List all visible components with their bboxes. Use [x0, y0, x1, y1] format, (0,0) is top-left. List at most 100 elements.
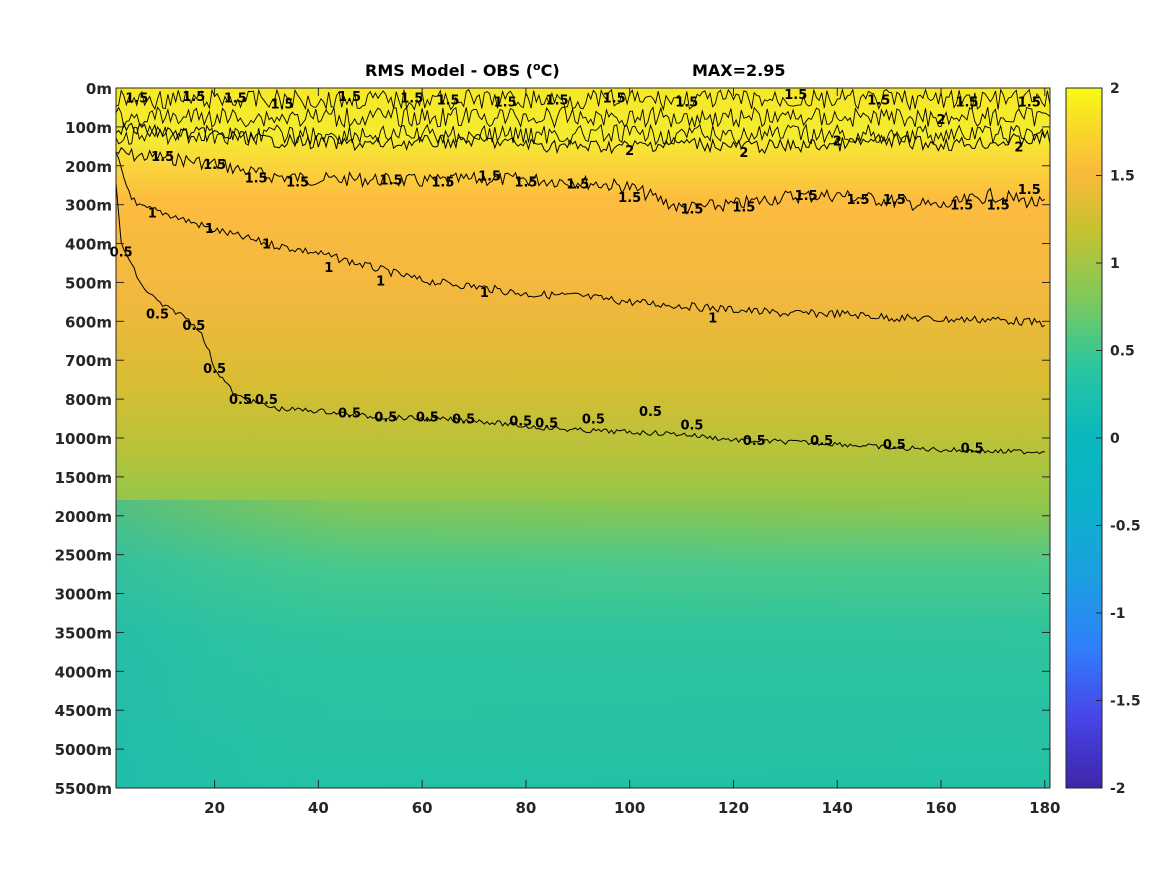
- colorbar-tick-label: -0.5: [1110, 519, 1141, 535]
- x-tick-label: 180: [1029, 799, 1060, 817]
- contour-label: 0.5: [743, 434, 766, 449]
- contour-label: 0.5: [509, 415, 532, 430]
- y-tick-label: 3000m: [55, 586, 112, 604]
- y-tick-label: 0m: [86, 80, 112, 98]
- contour-line-1-5: [116, 146, 1046, 215]
- contour-label: 1: [324, 261, 333, 276]
- contour-label: 1.5: [675, 96, 698, 111]
- contour-label: 0.5: [146, 308, 169, 323]
- x-tick-label: 40: [308, 799, 329, 817]
- contour-label: 0.5: [203, 362, 226, 377]
- contour-label: 1.5: [245, 171, 268, 186]
- colorbar-tick-label: -1: [1110, 606, 1126, 622]
- contour-label: 2: [625, 144, 634, 159]
- contour-label: 0.5: [582, 413, 605, 428]
- contour-label: 0.5: [535, 416, 558, 431]
- contour-label: 0.5: [374, 411, 397, 426]
- contour-label: 1.5: [271, 98, 294, 113]
- colorbar-tick-label: -1.5: [1110, 694, 1141, 710]
- contour-label: 2: [937, 113, 946, 128]
- x-tick-label: 60: [412, 799, 433, 817]
- contour-label: 0.5: [229, 393, 252, 408]
- contour-label: 1.5: [546, 94, 569, 109]
- contour-label: 1.5: [566, 177, 589, 192]
- y-tick-label: 600m: [65, 313, 112, 331]
- heatmap-field-shade: [116, 500, 1050, 788]
- contour-label: 1.5: [286, 175, 309, 190]
- contour-label: 1.5: [867, 94, 890, 109]
- contour-line-2: [116, 121, 1046, 155]
- plot-area: 1.5 1.5 1.5 1.5 1.5 1.5 1.5 1.5 1.5 1.5 1.5 1.5 1.5 1…: [110, 87, 1051, 789]
- y-axis: 0m100m200m300m400m500m600m700m800m1000m1…: [55, 80, 1050, 798]
- contour-label: 0.5: [452, 413, 475, 428]
- x-tick-label: 120: [718, 799, 749, 817]
- y-tick-label: 800m: [65, 391, 112, 409]
- colorbar: 2 1.5 1 0.5 0 -0.5 -1 -1.5 -2: [1065, 81, 1141, 797]
- contour-label: 1.5: [883, 193, 906, 208]
- contour-line-0-5: [116, 183, 1045, 455]
- contour-label: 1.5: [1018, 96, 1041, 111]
- contour-line-surface: [116, 105, 1050, 129]
- contour-label: 1.5: [400, 92, 423, 107]
- y-tick-label: 300m: [65, 197, 112, 215]
- contour-line-surface: [116, 123, 1050, 146]
- y-tick-label: 3500m: [55, 624, 112, 642]
- y-tick-label: 500m: [65, 274, 112, 292]
- y-tick-label: 1500m: [55, 469, 112, 487]
- y-tick-label: 1000m: [55, 430, 112, 448]
- x-tick-label: 20: [204, 799, 225, 817]
- contour-label: 1.5: [732, 201, 755, 216]
- contour-label: 0.5: [639, 405, 662, 420]
- contour-label: 1.5: [618, 191, 641, 206]
- x-tick-label: 160: [925, 799, 956, 817]
- contour-line-1: [116, 152, 1046, 328]
- contour-label: 1: [708, 311, 717, 326]
- contour-label: 1.5: [478, 170, 501, 185]
- contour-label: 1: [205, 222, 214, 237]
- contour-label: 1: [262, 238, 271, 253]
- contour-label: 0.5: [961, 442, 984, 457]
- contour-label: 1.5: [379, 173, 402, 188]
- contour-label: 0.5: [255, 393, 278, 408]
- contour-label: 2: [1014, 140, 1023, 155]
- y-tick-label: 400m: [65, 236, 112, 254]
- chart-max-value: MAX=2.95: [692, 61, 786, 80]
- contour-label: 0.5: [338, 407, 361, 422]
- contour-label: 1.5: [950, 199, 973, 214]
- contour-line-surface: [116, 88, 1050, 112]
- contour-label: 1.5: [603, 92, 626, 107]
- contour-label: 1.5: [203, 158, 226, 173]
- x-axis: 20 40 60 80 100 120 140 160 180: [204, 88, 1060, 817]
- x-tick-label: 140: [822, 799, 853, 817]
- contour-label: 1.5: [338, 90, 361, 105]
- y-tick-label: 5500m: [55, 780, 112, 798]
- contour-label: 1.5: [494, 96, 517, 111]
- contour-label: 1.5: [431, 175, 454, 190]
- contour-label: 0.5: [680, 418, 703, 433]
- contour-label: 1.5: [955, 96, 978, 111]
- contour-label-layer: 1.5 1.5 1.5 1.5 1.5 1.5 1.5 1.5 1.5 1.5 1.5 1.5 1.5 1…: [110, 88, 1041, 457]
- y-tick-label: 4500m: [55, 702, 112, 720]
- contour-label: 1.5: [846, 193, 869, 208]
- x-tick-label: 80: [515, 799, 536, 817]
- contour-label: 1: [376, 275, 385, 290]
- colorbar-tick-label: 1: [1110, 256, 1120, 272]
- y-tick-label: 200m: [65, 158, 112, 176]
- contour-label: 1.5: [795, 189, 818, 204]
- y-tick-label: 5000m: [55, 741, 112, 759]
- contour-label: 2: [833, 135, 842, 150]
- y-tick-label: 2500m: [55, 547, 112, 565]
- colorbar-tick-label: -2: [1110, 781, 1126, 797]
- contour-label: 0.5: [883, 438, 906, 453]
- colorbar-tick-label: 0: [1110, 431, 1120, 447]
- y-tick-label: 700m: [65, 352, 112, 370]
- y-tick-label: 2000m: [55, 508, 112, 526]
- contour-label: 1.5: [437, 94, 460, 109]
- contour-label: 1.5: [182, 90, 205, 105]
- contour-label: 0.5: [110, 245, 133, 260]
- contour-layer: [116, 88, 1050, 455]
- contour-label: 0.5: [182, 319, 205, 334]
- contour-label: 1: [148, 206, 157, 221]
- y-tick-label: 4000m: [55, 663, 112, 681]
- contour-label: 1: [480, 286, 489, 301]
